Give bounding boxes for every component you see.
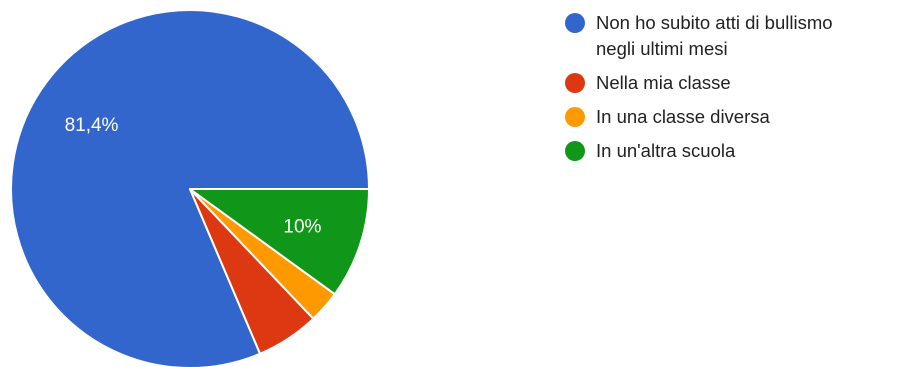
legend-item-nella-mia-classe[interactable]: Nella mia classe <box>565 70 905 96</box>
legend-label: Nella mia classe <box>596 72 731 93</box>
legend-marker-green <box>565 141 585 161</box>
pie-chart: 81,4% 10% <box>10 9 370 367</box>
legend-marker-orange <box>565 107 585 127</box>
pie-slice-label-0: 81,4% <box>65 115 119 136</box>
legend-marker-red <box>565 73 585 93</box>
pie-slice-label-3: 10% <box>283 217 321 238</box>
legend-marker-blue <box>565 13 585 33</box>
pie-slice-labels: 81,4% 10% <box>65 115 322 238</box>
legend-item-classe-diversa[interactable]: In una classe diversa <box>565 104 905 130</box>
pie-slice-3[interactable] <box>189 188 370 296</box>
chart-legend: Non ho subito atti di bullismo negli ult… <box>565 10 905 172</box>
legend-item-altra-scuola[interactable]: In un'altra scuola <box>565 138 905 164</box>
pie-slices <box>10 9 370 367</box>
legend-label: In una classe diversa <box>596 106 770 127</box>
legend-item-non-ho-subito[interactable]: Non ho subito atti di bullismo negli ult… <box>565 10 905 62</box>
legend-label-line1: Non ho subito atti di bullismo <box>596 12 833 33</box>
legend-label: In un'altra scuola <box>596 140 736 161</box>
legend-label-line2: negli ultimi mesi <box>596 38 728 59</box>
